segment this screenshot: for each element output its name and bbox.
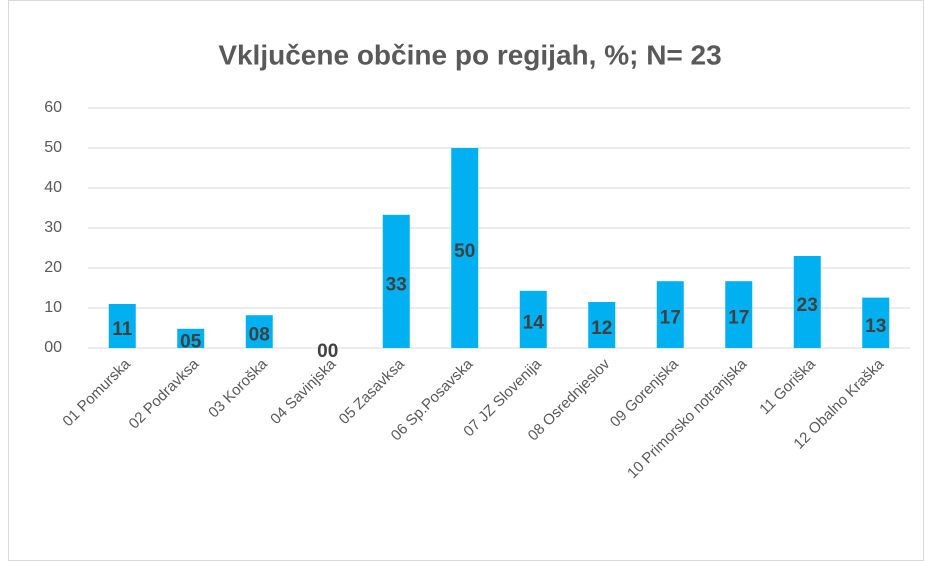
value-label: 12 bbox=[591, 318, 612, 339]
value-label: 50 bbox=[454, 241, 475, 262]
bar bbox=[177, 328, 205, 348]
value-label: 00 bbox=[317, 341, 338, 362]
bar bbox=[108, 304, 136, 348]
value-label: 23 bbox=[797, 295, 818, 316]
bar bbox=[588, 302, 616, 348]
y-tick-label: 10 bbox=[44, 299, 62, 316]
value-label: 33 bbox=[386, 274, 407, 295]
y-tick-label: 00 bbox=[44, 339, 62, 356]
bar bbox=[862, 297, 890, 348]
bar bbox=[725, 281, 753, 348]
value-label: 17 bbox=[660, 308, 681, 329]
value-label: 17 bbox=[728, 308, 749, 329]
bar bbox=[245, 315, 273, 348]
y-tick-label: 30 bbox=[44, 219, 62, 236]
value-label: 13 bbox=[865, 316, 886, 337]
value-label: 14 bbox=[523, 312, 545, 333]
bar bbox=[793, 256, 821, 348]
y-tick-label: 50 bbox=[44, 139, 62, 156]
bar bbox=[451, 148, 479, 348]
value-label: 08 bbox=[249, 325, 270, 346]
bar bbox=[656, 281, 684, 348]
bar bbox=[519, 290, 547, 348]
bar bbox=[382, 214, 410, 348]
y-tick-label: 40 bbox=[44, 179, 62, 196]
y-tick-label: 60 bbox=[44, 99, 62, 116]
value-label: 05 bbox=[180, 331, 202, 352]
chart-title: Vključene občine po regijah, %; N= 23 bbox=[218, 39, 721, 70]
value-label: 11 bbox=[112, 319, 133, 340]
y-tick-label: 20 bbox=[44, 259, 62, 276]
